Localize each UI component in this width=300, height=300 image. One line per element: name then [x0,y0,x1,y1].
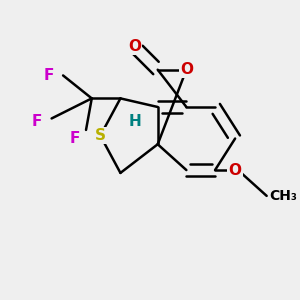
Text: S: S [95,128,106,143]
Text: F: F [44,68,54,83]
Text: H: H [128,114,141,129]
Text: O: O [128,39,141,54]
Text: CH₃: CH₃ [269,189,297,203]
Text: O: O [180,62,193,77]
Text: F: F [32,114,43,129]
Text: O: O [229,163,242,178]
Text: F: F [69,131,80,146]
